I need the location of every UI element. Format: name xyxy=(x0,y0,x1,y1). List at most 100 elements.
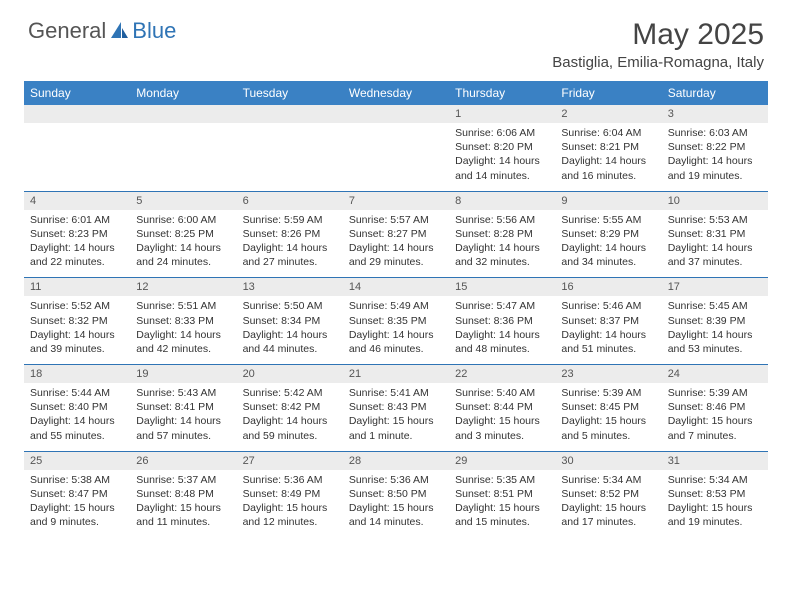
day-detail-cell xyxy=(130,123,236,191)
day-dl2: and 32 minutes. xyxy=(455,255,549,269)
day-ss: Sunset: 8:29 PM xyxy=(561,227,655,241)
day-ss: Sunset: 8:49 PM xyxy=(243,487,337,501)
weekday-header: Tuesday xyxy=(237,81,343,105)
day-detail-cell: Sunrise: 5:47 AMSunset: 8:36 PMDaylight:… xyxy=(449,296,555,364)
day-detail-row: Sunrise: 5:38 AMSunset: 8:47 PM Daylight:… xyxy=(24,470,768,538)
day-dl1: Daylight: 14 hours xyxy=(243,328,337,342)
day-sr: Sunrise: 5:47 AM xyxy=(455,299,549,313)
day-number-cell xyxy=(24,105,130,123)
day-ss: Sunset: 8:21 PM xyxy=(561,140,655,154)
day-detail-cell: Sunrise: 5:36 AMSunset: 8:49 PMDaylight:… xyxy=(237,470,343,538)
day-dl2: and 3 minutes. xyxy=(455,429,549,443)
day-sr: Sunrise: 5:45 AM xyxy=(668,299,762,313)
day-ss: Sunset: 8:26 PM xyxy=(243,227,337,241)
day-sr: Sunrise: 5:36 AM xyxy=(243,473,337,487)
day-ss: Sunset: 8:52 PM xyxy=(561,487,655,501)
day-dl1: Daylight: 14 hours xyxy=(136,414,230,428)
day-ss: Sunset: 8:33 PM xyxy=(136,314,230,328)
day-dl2: and 22 minutes. xyxy=(30,255,124,269)
day-detail-cell: Sunrise: 5:56 AMSunset: 8:28 PMDaylight:… xyxy=(449,210,555,278)
day-ss: Sunset: 8:36 PM xyxy=(455,314,549,328)
day-number-cell: 29 xyxy=(449,451,555,470)
day-dl2: and 55 minutes. xyxy=(30,429,124,443)
logo-text-blue: Blue xyxy=(132,18,176,44)
day-dl1: Daylight: 14 hours xyxy=(455,154,549,168)
day-ss: Sunset: 8:34 PM xyxy=(243,314,337,328)
day-number-cell: 28 xyxy=(343,451,449,470)
calendar-table: Sunday Monday Tuesday Wednesday Thursday… xyxy=(24,81,768,537)
day-detail-row: Sunrise: 5:52 AMSunset: 8:32 PMDaylight:… xyxy=(24,296,768,364)
day-ss: Sunset: 8:48 PM xyxy=(136,487,230,501)
day-dl1: Daylight: 14 hours xyxy=(136,241,230,255)
day-dl1: Daylight: 15 hours xyxy=(349,414,443,428)
day-sr: Sunrise: 5:34 AM xyxy=(561,473,655,487)
logo-sail-icon xyxy=(108,20,130,42)
day-dl2: and 11 minutes. xyxy=(136,515,230,529)
day-dl2: and 5 minutes. xyxy=(561,429,655,443)
day-number-cell: 31 xyxy=(662,451,768,470)
day-dl1: Daylight: 15 hours xyxy=(668,501,762,515)
weekday-header: Wednesday xyxy=(343,81,449,105)
day-sr: Sunrise: 6:01 AM xyxy=(30,213,124,227)
day-dl2: and 46 minutes. xyxy=(349,342,443,356)
day-dl2: and 1 minute. xyxy=(349,429,443,443)
day-dl1: Daylight: 14 hours xyxy=(668,241,762,255)
day-dl2: and 34 minutes. xyxy=(561,255,655,269)
day-dl2: and 19 minutes. xyxy=(668,515,762,529)
title-block: May 2025 Bastiglia, Emilia-Romagna, Ital… xyxy=(552,18,764,71)
day-ss: Sunset: 8:35 PM xyxy=(349,314,443,328)
day-number-cell: 13 xyxy=(237,278,343,297)
weekday-header: Saturday xyxy=(662,81,768,105)
day-detail-cell: Sunrise: 6:01 AMSunset: 8:23 PMDaylight:… xyxy=(24,210,130,278)
day-sr: Sunrise: 5:38 AM xyxy=(30,473,124,487)
day-detail-row: Sunrise: 6:06 AMSunset: 8:20 PMDaylight:… xyxy=(24,123,768,191)
day-ss: Sunset: 8:31 PM xyxy=(668,227,762,241)
day-sr: Sunrise: 6:06 AM xyxy=(455,126,549,140)
day-dl1: Daylight: 14 hours xyxy=(561,328,655,342)
day-dl1: Daylight: 15 hours xyxy=(455,414,549,428)
day-detail-cell: Sunrise: 5:34 AMSunset: 8:53 PMDaylight:… xyxy=(662,470,768,538)
day-detail-cell: Sunrise: 6:06 AMSunset: 8:20 PMDaylight:… xyxy=(449,123,555,191)
day-dl1: Daylight: 14 hours xyxy=(243,414,337,428)
day-detail-cell: Sunrise: 5:53 AMSunset: 8:31 PMDaylight:… xyxy=(662,210,768,278)
day-dl1: Daylight: 15 hours xyxy=(455,501,549,515)
day-detail-cell: Sunrise: 5:45 AMSunset: 8:39 PMDaylight:… xyxy=(662,296,768,364)
header: General Blue May 2025 Bastiglia, Emilia-… xyxy=(0,0,792,75)
day-number-cell: 17 xyxy=(662,278,768,297)
day-number-cell: 1 xyxy=(449,105,555,123)
day-number-cell: 18 xyxy=(24,365,130,384)
day-sr: Sunrise: 5:56 AM xyxy=(455,213,549,227)
day-detail-cell: Sunrise: 5:49 AMSunset: 8:35 PMDaylight:… xyxy=(343,296,449,364)
day-number-cell: 5 xyxy=(130,191,236,210)
day-ss: Sunset: 8:43 PM xyxy=(349,400,443,414)
day-detail-cell: Sunrise: 5:50 AMSunset: 8:34 PMDaylight:… xyxy=(237,296,343,364)
day-sr: Sunrise: 6:03 AM xyxy=(668,126,762,140)
day-sr: Sunrise: 5:34 AM xyxy=(668,473,762,487)
day-ss: Sunset: 8:50 PM xyxy=(349,487,443,501)
day-dl1: Daylight: 14 hours xyxy=(455,241,549,255)
weekday-header-row: Sunday Monday Tuesday Wednesday Thursday… xyxy=(24,81,768,105)
day-dl2: and 53 minutes. xyxy=(668,342,762,356)
day-detail-cell: Sunrise: 6:00 AMSunset: 8:25 PMDaylight:… xyxy=(130,210,236,278)
day-dl1: Daylight: 14 hours xyxy=(349,241,443,255)
day-ss: Sunset: 8:22 PM xyxy=(668,140,762,154)
day-ss: Sunset: 8:37 PM xyxy=(561,314,655,328)
day-number-cell: 25 xyxy=(24,451,130,470)
day-dl1: Daylight: 14 hours xyxy=(30,328,124,342)
day-ss: Sunset: 8:47 PM xyxy=(30,487,124,501)
day-ss: Sunset: 8:40 PM xyxy=(30,400,124,414)
day-dl2: and 39 minutes. xyxy=(30,342,124,356)
logo-text-general: General xyxy=(28,18,106,44)
day-number-cell: 11 xyxy=(24,278,130,297)
day-dl1: Daylight: 14 hours xyxy=(668,154,762,168)
day-sr: Sunrise: 5:51 AM xyxy=(136,299,230,313)
day-dl1: Daylight: 14 hours xyxy=(561,154,655,168)
day-number-cell: 20 xyxy=(237,365,343,384)
day-detail-cell: Sunrise: 6:04 AMSunset: 8:21 PMDaylight:… xyxy=(555,123,661,191)
day-number-cell xyxy=(130,105,236,123)
day-number-cell: 2 xyxy=(555,105,661,123)
day-sr: Sunrise: 5:40 AM xyxy=(455,386,549,400)
day-number-row: 25262728293031 xyxy=(24,451,768,470)
day-dl2: and 16 minutes. xyxy=(561,169,655,183)
day-dl2: and 19 minutes. xyxy=(668,169,762,183)
